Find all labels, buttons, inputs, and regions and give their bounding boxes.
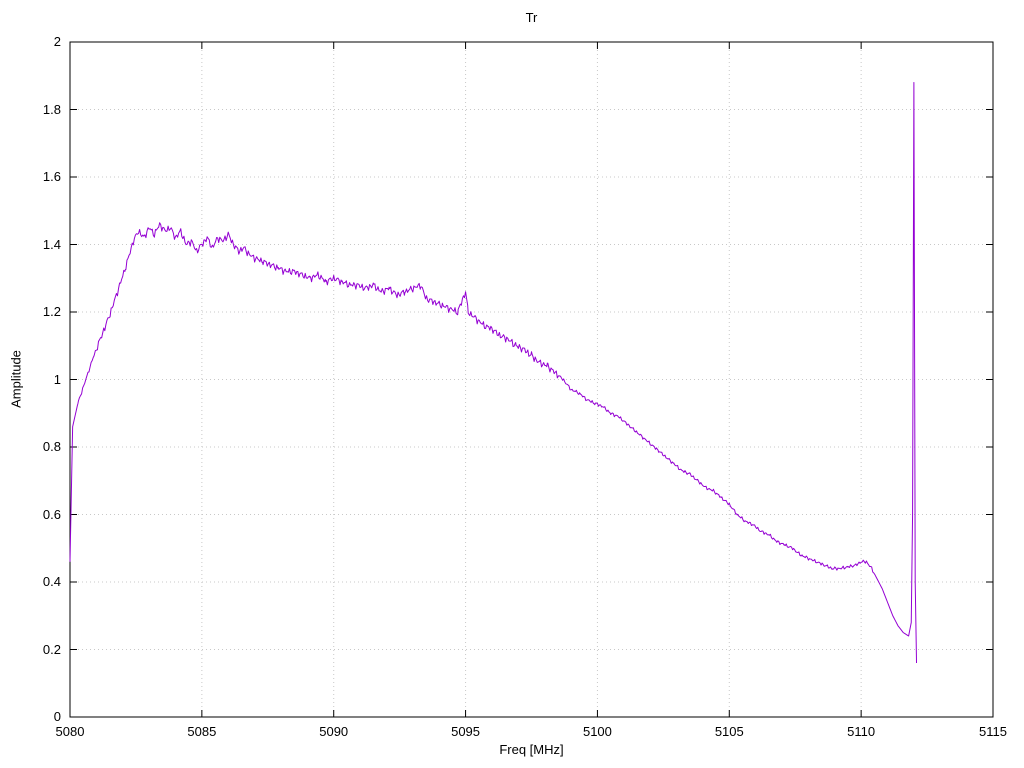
y-tick-label: 1.8 [42, 101, 61, 117]
y-tick-label: 1.2 [42, 304, 61, 319]
x-tick-label: 5080 [55, 724, 85, 739]
y-tick-label: 0.6 [42, 506, 61, 522]
y-tick-label: 1.4 [42, 236, 61, 252]
y-tick-label: 1.6 [42, 169, 61, 184]
y-tick-label: 2 [53, 34, 61, 49]
x-tick-label: 5100 [582, 724, 612, 739]
x-axis-label: Freq [MHz] [499, 742, 564, 757]
x-tick-label: 5085 [187, 724, 217, 739]
data-line [69, 82, 918, 664]
y-tick-label: 0.4 [42, 574, 61, 589]
x-tick-label: 5115 [979, 724, 1007, 739]
x-tick-label: 5110 [847, 724, 876, 739]
y-axis-label: Amplitude [8, 350, 24, 408]
y-tick-label: 0 [53, 709, 61, 724]
chart-title: Tr [525, 10, 538, 25]
y-tick-label: 1 [53, 371, 61, 387]
y-tick-label: 0.2 [42, 641, 61, 657]
x-tick-label: 5105 [714, 724, 744, 739]
x-tick-label: 5095 [451, 724, 481, 739]
y-tick-label: 0.8 [42, 439, 61, 454]
x-tick-label: 5090 [319, 724, 349, 739]
